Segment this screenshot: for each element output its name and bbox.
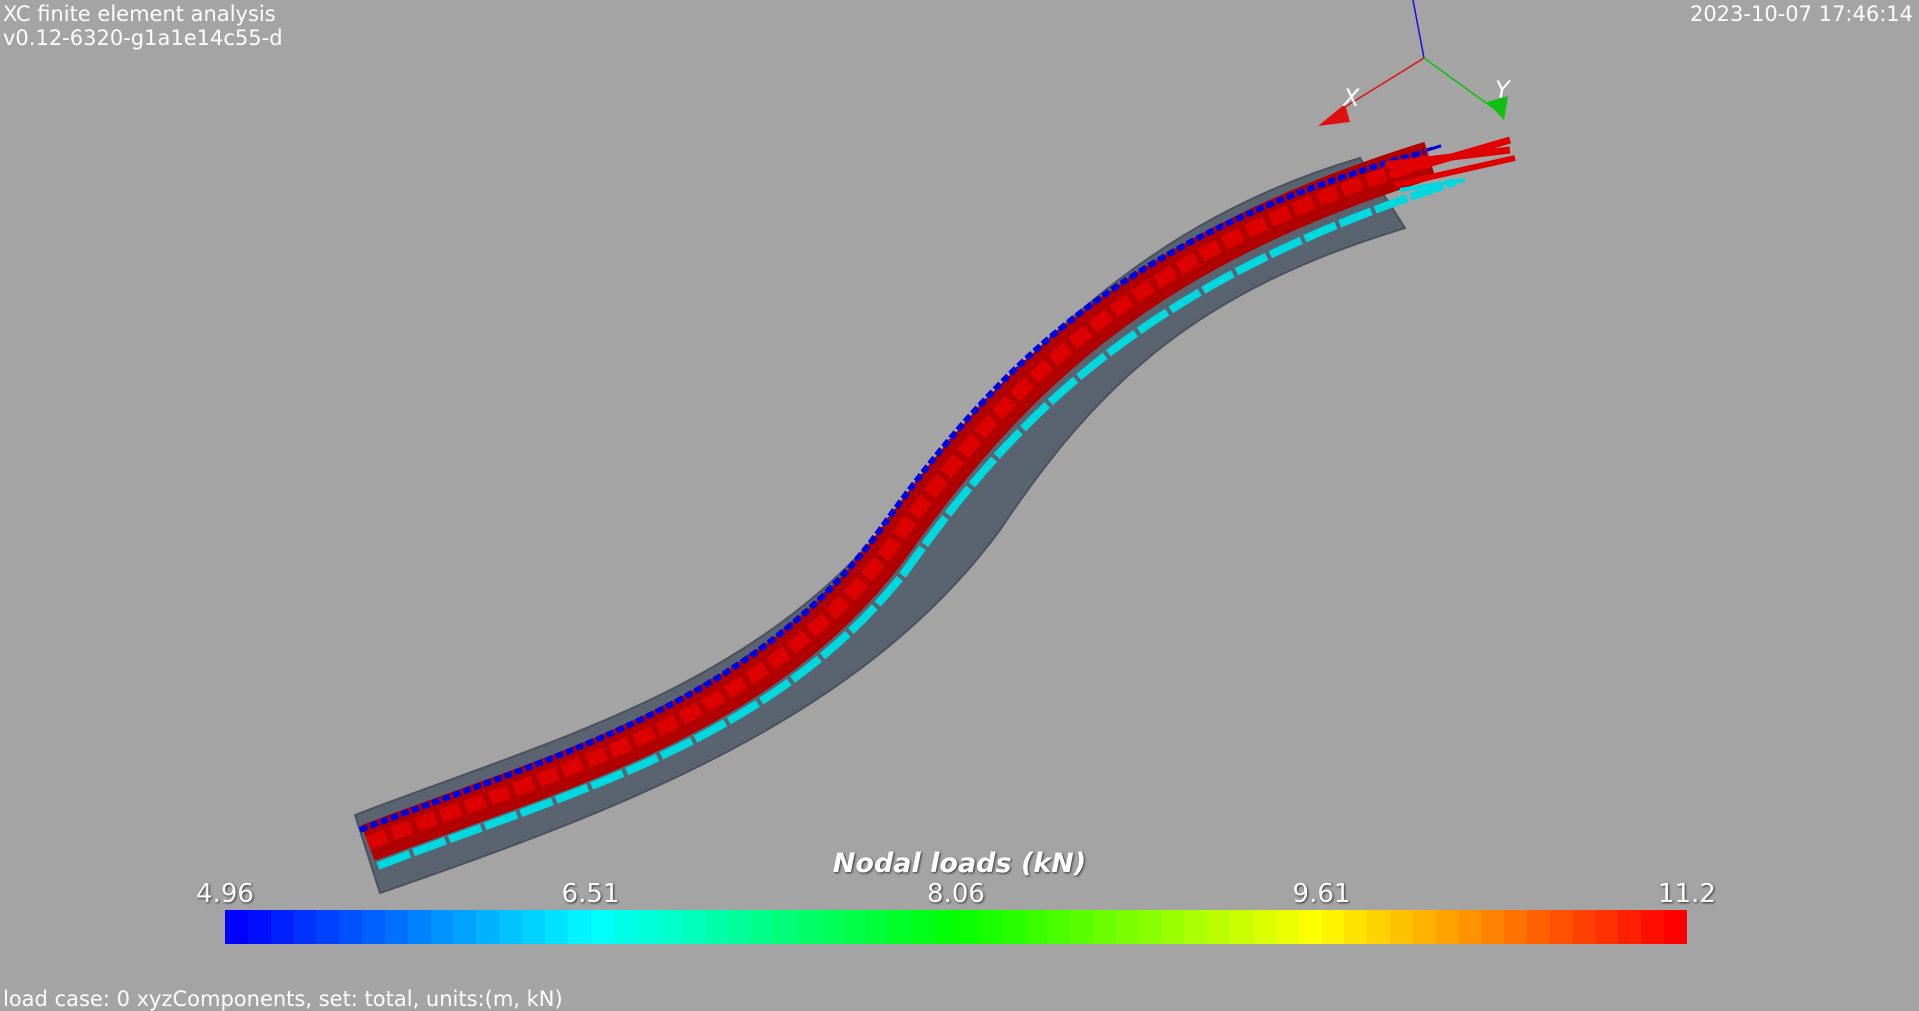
scalar-bar-swatch — [681, 910, 705, 944]
scalar-bar-tick-label: 11.2 — [1658, 879, 1716, 909]
scalar-bar-swatch — [544, 910, 568, 944]
scalar-bar-swatch — [247, 910, 271, 944]
scalar-bar-swatch — [430, 910, 454, 944]
scalar-bar-swatch — [750, 910, 774, 944]
scalar-bar-swatch — [1481, 910, 1505, 944]
scalar-bar-swatch — [590, 910, 614, 944]
scalar-bar-tick-label: 9.61 — [1292, 879, 1351, 909]
scalar-bar-swatch — [1641, 910, 1665, 944]
scalar-bar-swatch — [1572, 910, 1596, 944]
scalar-bar-swatch — [1275, 910, 1299, 944]
scalar-bar-tick-label: 6.51 — [561, 879, 620, 909]
scalar-bar-swatch — [521, 910, 545, 944]
load-band-mid — [376, 178, 1457, 870]
scalar-bar-swatch — [864, 910, 888, 944]
version-label: v0.12-6320-g1a1e14c55-d — [3, 26, 283, 50]
load-band-min — [358, 149, 1426, 833]
scalar-bar-swatch — [270, 910, 294, 944]
timestamp: 2023-10-07 17:46:14 — [1689, 2, 1913, 26]
scalar-bar-swatch — [1458, 910, 1482, 944]
scalar-bar-swatch — [1252, 910, 1276, 944]
scalar-bar-swatch — [567, 910, 591, 944]
scalar-bar-swatch — [384, 910, 408, 944]
scalar-bar-swatch — [818, 910, 842, 944]
y-axis-line — [1423, 57, 1494, 109]
scalar-bar-swatch — [1001, 910, 1025, 944]
scalar-bar-swatch — [293, 910, 317, 944]
scalar-bar-swatch — [1618, 910, 1642, 944]
scalar-bar-swatch — [1138, 910, 1162, 944]
scalar-bar-swatch — [1230, 910, 1253, 944]
y-axis-label: Y — [1495, 76, 1512, 104]
scalar-bar — [225, 910, 1687, 944]
scalar-bar-swatch — [1047, 910, 1071, 944]
status-footer: load case: 0 xyzComponents, set: total, … — [3, 987, 563, 1011]
scalar-bar-swatch — [1161, 910, 1185, 944]
scalar-bar-swatch — [362, 910, 385, 944]
scalar-bar-swatch — [1093, 910, 1116, 944]
scalar-bar-swatch — [1504, 910, 1528, 944]
scalar-bar-swatch — [1664, 910, 1687, 944]
z-axis-line — [1412, 0, 1425, 59]
scalar-bar-swatch — [1412, 910, 1436, 944]
scalar-bar-swatch — [453, 910, 477, 944]
scalar-bar-swatch — [796, 910, 819, 944]
scalar-bar-swatch — [1549, 910, 1573, 944]
scalar-bar-swatch — [1070, 910, 1094, 944]
scalar-bar-swatch — [841, 910, 865, 944]
scalar-bar-swatch — [1207, 910, 1231, 944]
end-arrow-group — [1384, 136, 1516, 192]
scalar-bar-swatch — [727, 910, 751, 944]
scalar-bar-swatch — [1115, 910, 1139, 944]
app-title: XC finite element analysis — [3, 2, 276, 26]
scalar-bar-swatch — [910, 910, 934, 944]
scalar-bar-swatch — [1390, 910, 1413, 944]
x-axis-label: X — [1341, 84, 1360, 112]
scalar-bar-swatch — [613, 910, 637, 944]
axes-triad: X Y — [1318, 0, 1512, 126]
scalar-bar-tick-label: 8.06 — [927, 879, 985, 909]
scalar-bar-swatch — [1595, 910, 1619, 944]
scalar-bar-swatch — [316, 910, 340, 944]
scalar-bar-swatch — [1024, 910, 1048, 944]
scalar-bar-swatch — [407, 910, 431, 944]
scalar-bar-swatch — [659, 910, 682, 944]
scalar-bar-swatch — [887, 910, 911, 944]
scalar-bar-swatch — [978, 910, 1002, 944]
scalar-bar-swatch — [1321, 910, 1345, 944]
scalar-bar-swatch — [933, 910, 956, 944]
load-band-max-highlight — [365, 153, 1433, 850]
scalar-bar-swatch — [225, 910, 248, 944]
x-axis-cone — [1318, 104, 1350, 126]
beam-surface — [353, 156, 1407, 895]
scalar-bar-swatch — [956, 910, 979, 944]
scalar-bar-swatch — [476, 910, 500, 944]
scalar-bar-swatch — [773, 910, 797, 944]
scalar-bar-swatch — [1344, 910, 1368, 944]
scalar-bar-swatch — [1527, 910, 1550, 944]
x-axis-line — [1339, 57, 1425, 111]
scalar-bar-swatch — [499, 910, 522, 944]
scalar-bar-swatch — [636, 910, 660, 944]
scalar-bar-swatch — [1298, 910, 1322, 944]
scalar-bar-swatch — [1184, 910, 1208, 944]
scalar-bar-swatch — [1435, 910, 1459, 944]
y-axis-cone — [1487, 96, 1508, 120]
scalar-bar-swatch — [1367, 910, 1391, 944]
scalar-bar-swatch — [704, 910, 728, 944]
load-arrow — [1424, 144, 1442, 153]
scalar-bar-title: Nodal loads (kN) — [832, 848, 1087, 879]
scalar-bar-swatch — [339, 910, 363, 944]
scalar-bar-tick-label: 4.96 — [196, 879, 254, 909]
title-block: XC finite element analysis v0.12-6320-g1… — [3, 2, 283, 50]
